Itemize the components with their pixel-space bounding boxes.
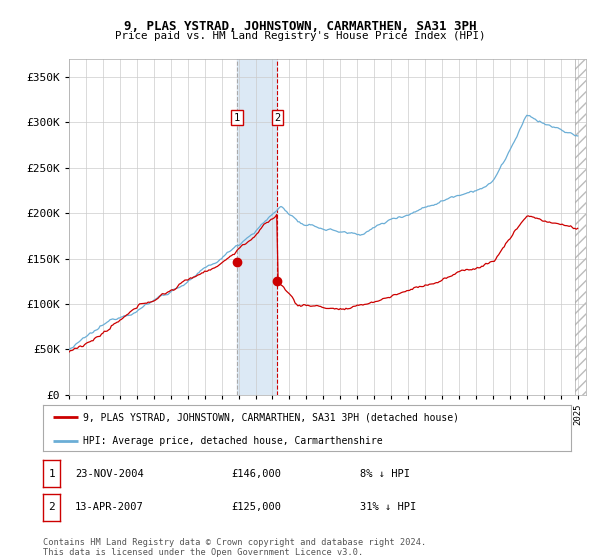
Text: £146,000: £146,000 — [231, 469, 281, 479]
Text: 9, PLAS YSTRAD, JOHNSTOWN, CARMARTHEN, SA31 3PH (detached house): 9, PLAS YSTRAD, JOHNSTOWN, CARMARTHEN, S… — [83, 412, 459, 422]
Text: 1: 1 — [48, 469, 55, 479]
Text: 2: 2 — [48, 502, 55, 512]
Bar — [237, 59, 277, 395]
Text: 13-APR-2007: 13-APR-2007 — [75, 502, 144, 512]
Text: Contains HM Land Registry data © Crown copyright and database right 2024.
This d: Contains HM Land Registry data © Crown c… — [43, 538, 427, 557]
Text: Price paid vs. HM Land Registry's House Price Index (HPI): Price paid vs. HM Land Registry's House … — [115, 31, 485, 41]
Text: 9, PLAS YSTRAD, JOHNSTOWN, CARMARTHEN, SA31 3PH: 9, PLAS YSTRAD, JOHNSTOWN, CARMARTHEN, S… — [124, 20, 476, 32]
Text: HPI: Average price, detached house, Carmarthenshire: HPI: Average price, detached house, Carm… — [83, 436, 382, 446]
Text: 1: 1 — [234, 113, 240, 123]
Text: 8% ↓ HPI: 8% ↓ HPI — [360, 469, 410, 479]
Text: 2: 2 — [274, 113, 280, 123]
Text: 31% ↓ HPI: 31% ↓ HPI — [360, 502, 416, 512]
Text: 23-NOV-2004: 23-NOV-2004 — [75, 469, 144, 479]
Text: £125,000: £125,000 — [231, 502, 281, 512]
